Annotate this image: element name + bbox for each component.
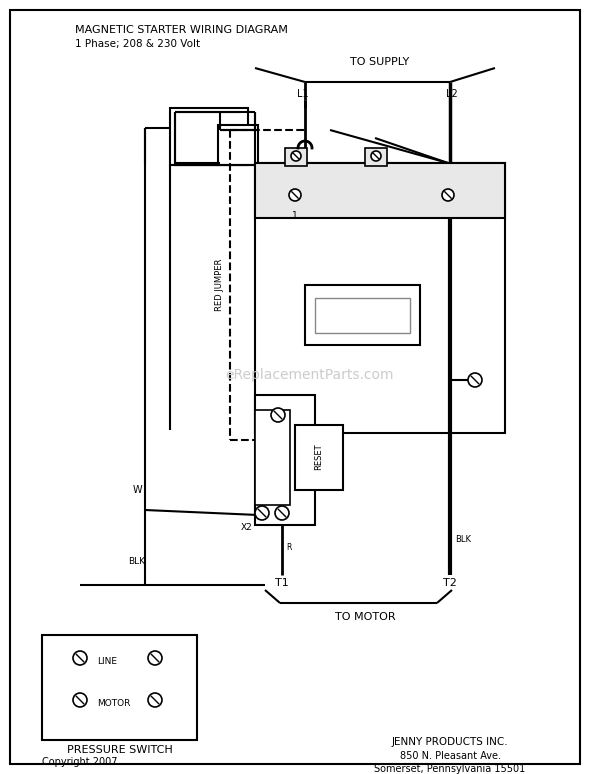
Bar <box>285 148 307 166</box>
Text: 850 N. Pleasant Ave.: 850 N. Pleasant Ave. <box>399 751 500 761</box>
Bar <box>305 285 420 345</box>
Text: RED JUMPER: RED JUMPER <box>215 259 225 311</box>
Circle shape <box>289 189 301 201</box>
Bar <box>255 395 315 525</box>
Circle shape <box>148 693 162 707</box>
Text: LINE: LINE <box>97 656 117 666</box>
Text: BLK: BLK <box>129 557 146 567</box>
Text: W: W <box>132 485 142 495</box>
Text: TO MOTOR: TO MOTOR <box>335 612 395 622</box>
Text: Copyright 2007: Copyright 2007 <box>42 757 117 767</box>
Bar <box>295 425 343 490</box>
Bar <box>218 125 258 165</box>
Text: L2: L2 <box>446 89 458 99</box>
Circle shape <box>291 151 301 161</box>
Circle shape <box>468 373 482 387</box>
Text: 2: 2 <box>277 427 283 437</box>
Text: RESET: RESET <box>314 444 323 471</box>
Bar <box>170 108 248 165</box>
Text: eReplacementParts.com: eReplacementParts.com <box>226 368 394 382</box>
Text: X2: X2 <box>241 522 253 532</box>
Text: Somerset, Pennsylvania 15501: Somerset, Pennsylvania 15501 <box>375 764 526 774</box>
Text: TO SUPPLY: TO SUPPLY <box>350 57 409 67</box>
Text: 1 Phase; 208 & 230 Volt: 1 Phase; 208 & 230 Volt <box>75 39 200 49</box>
Text: PRESSURE SWITCH: PRESSURE SWITCH <box>67 745 173 755</box>
Circle shape <box>371 151 381 161</box>
Circle shape <box>442 189 454 201</box>
Text: L1: L1 <box>297 89 309 99</box>
Circle shape <box>255 506 269 520</box>
Bar <box>42 635 197 740</box>
Circle shape <box>73 651 87 665</box>
Circle shape <box>275 506 289 520</box>
Text: T1: T1 <box>275 578 289 588</box>
Text: R: R <box>286 543 291 552</box>
Bar <box>255 410 290 505</box>
Bar <box>365 148 387 166</box>
Text: HEATER: HEATER <box>264 440 273 474</box>
Circle shape <box>271 408 285 422</box>
Text: BLK: BLK <box>455 536 471 544</box>
Text: JENNY PRODUCTS INC.: JENNY PRODUCTS INC. <box>392 737 509 747</box>
Bar <box>315 298 410 333</box>
Circle shape <box>148 651 162 665</box>
Text: T2: T2 <box>443 578 457 588</box>
Text: 1: 1 <box>292 211 298 220</box>
Bar <box>255 163 505 433</box>
Circle shape <box>73 693 87 707</box>
Bar <box>255 163 505 218</box>
Text: MAGNETIC STARTER WIRING DIAGRAM: MAGNETIC STARTER WIRING DIAGRAM <box>75 25 288 35</box>
Text: MOTOR: MOTOR <box>97 698 130 707</box>
